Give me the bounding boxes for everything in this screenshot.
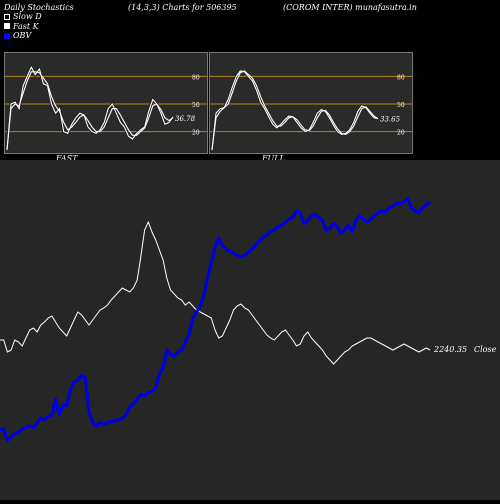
fast-tick-label: 20 [192,130,200,137]
price-last-label: 2240.35 [433,345,467,354]
legend-label-slow-d: Slow D [13,12,42,21]
full-stochastic-chart: 80 50 20 33.65 [210,69,412,151]
price-obv-chart: 2240.35 Close [0,196,497,442]
full-k-line [211,70,379,151]
main-chart-area: 2240.35 Close [0,160,500,500]
fast-tick-label: 80 [192,74,200,81]
full-tick-label: 80 [397,74,405,81]
legend-item-obv: OBV [4,31,42,41]
price-line [0,220,431,365]
full-panel-label: FULL [262,154,285,163]
full-tick-label: 20 [397,130,405,137]
full-outline-line [210,69,379,151]
chart-title-right: (COROM INTER) munafasutra.in [283,3,417,12]
full-stochastic-panel: 80 50 20 33.65 [209,52,413,154]
fast-stochastic-chart: 80 50 20 36.78 [5,63,207,151]
fast-panel-label: FAST [56,154,78,163]
full-tick-label: 50 [397,102,405,109]
close-label: Close [474,345,497,354]
fast-tick-label: 50 [192,102,200,109]
legend-item-fast-k: Fast K [4,22,42,32]
fast-k-line [6,65,174,151]
chart-title-left: Daily Stochastics [4,3,74,12]
legend-swatch-obv [4,32,10,39]
fast-outline-line [5,63,175,151]
obv-line [0,196,432,442]
legend-swatch-fast-k [4,23,10,30]
legend-swatch-slow-d [4,13,10,20]
full-last-value-label: 33.65 [380,116,401,124]
fast-line [6,71,174,151]
chart-title-middle: (14,3,3) Charts for 506395 [128,3,237,12]
legend-label-fast-k: Fast K [13,21,39,31]
legend-item-slow-d: Slow D [4,12,42,22]
full-line [211,70,379,151]
legend-label-obv: OBV [13,31,32,40]
legend: Slow D Fast K OBV [4,12,42,41]
fast-last-value-label: 36.78 [175,115,196,123]
fast-stochastic-panel: 80 50 20 36.78 [4,52,208,154]
